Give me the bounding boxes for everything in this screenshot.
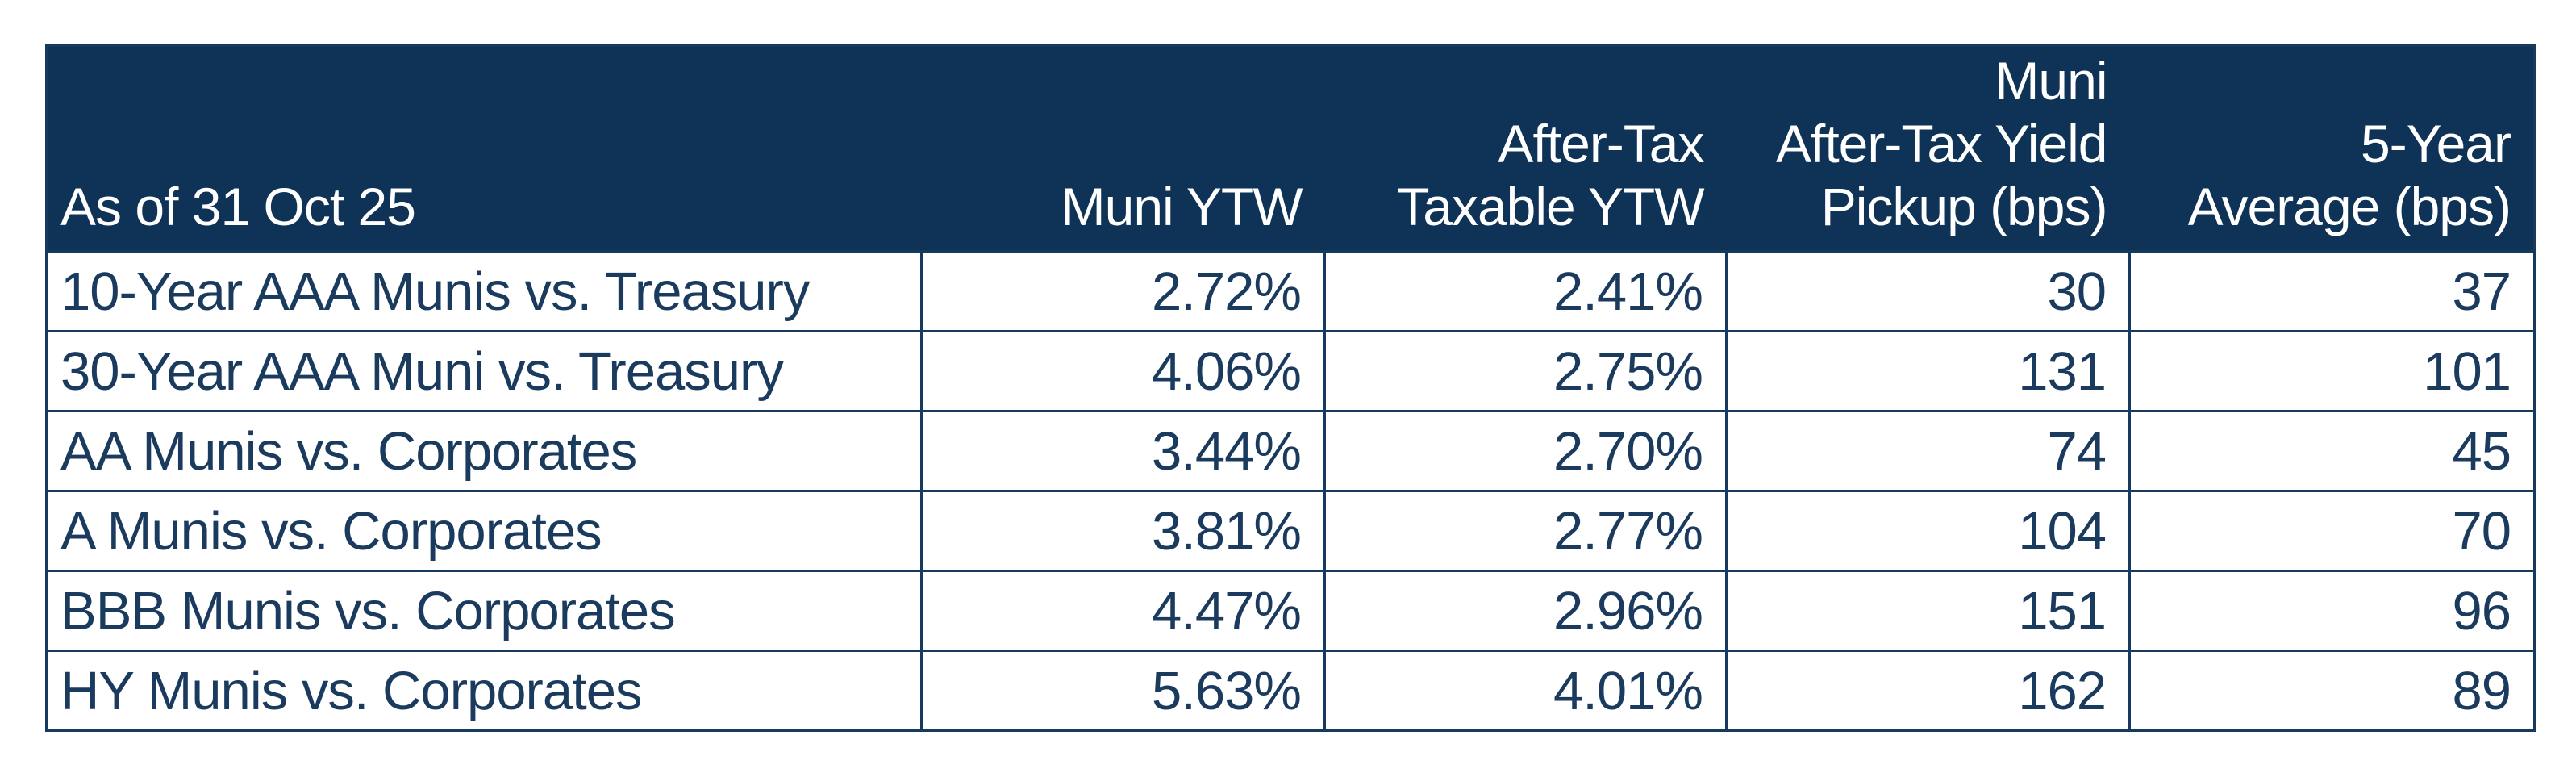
- muni-ytw-value: 3.81%: [920, 490, 1326, 572]
- after-tax-taxable-ytw-value: 2.41%: [1323, 250, 1728, 332]
- after-tax-taxable-ytw-value: 2.70%: [1323, 410, 1728, 492]
- muni-ytw-value: 5.63%: [920, 650, 1326, 732]
- five-year-average-value: 96: [2128, 570, 2536, 652]
- column-header-after-tax-taxable-ytw: After-Tax Taxable YTW: [1324, 45, 1727, 252]
- table-row: 30-Year AAA Muni vs. Treasury 4.06% 2.75…: [45, 330, 2536, 412]
- after-tax-taxable-ytw-value: 2.75%: [1323, 330, 1728, 412]
- row-label: A Munis vs. Corporates: [45, 490, 923, 572]
- header-row: As of 31 Oct 25 Muni YTW After-Tax Taxab…: [46, 45, 2535, 252]
- row-label: HY Munis vs. Corporates: [45, 650, 923, 732]
- pickup-bps-value: 30: [1725, 250, 2131, 332]
- five-year-average-value: 37: [2128, 250, 2536, 332]
- pickup-bps-value: 162: [1725, 650, 2131, 732]
- table-row: A Munis vs. Corporates 3.81% 2.77% 104 7…: [45, 490, 2536, 572]
- column-header-five-year-average: 5-Year Average (bps): [2129, 45, 2535, 252]
- five-year-average-value: 70: [2128, 490, 2536, 572]
- pickup-bps-value: 131: [1725, 330, 2131, 412]
- five-year-average-value: 89: [2128, 650, 2536, 732]
- five-year-average-value: 45: [2128, 410, 2536, 492]
- pickup-bps-value: 74: [1725, 410, 2131, 492]
- table-row: 10-Year AAA Munis vs. Treasury 2.72% 2.4…: [45, 250, 2536, 332]
- table-row: AA Munis vs. Corporates 3.44% 2.70% 74 4…: [45, 410, 2536, 492]
- muni-yield-table: As of 31 Oct 25 Muni YTW After-Tax Taxab…: [45, 44, 2536, 732]
- row-label: 30-Year AAA Muni vs. Treasury: [45, 330, 923, 412]
- row-label: AA Munis vs. Corporates: [45, 410, 923, 492]
- column-header-muni-after-tax-yield-pickup: Muni After-Tax Yield Pickup (bps): [1726, 45, 2130, 252]
- five-year-average-value: 101: [2128, 330, 2536, 412]
- muni-ytw-value: 2.72%: [920, 250, 1326, 332]
- after-tax-taxable-ytw-value: 2.96%: [1323, 570, 1728, 652]
- column-header-muni-ytw: Muni YTW: [921, 45, 1325, 252]
- muni-ytw-value: 4.06%: [920, 330, 1326, 412]
- muni-ytw-value: 3.44%: [920, 410, 1326, 492]
- pickup-bps-value: 151: [1725, 570, 2131, 652]
- row-label: BBB Munis vs. Corporates: [45, 570, 923, 652]
- table-row: BBB Munis vs. Corporates 4.47% 2.96% 151…: [45, 570, 2536, 652]
- muni-ytw-value: 4.47%: [920, 570, 1326, 652]
- pickup-bps-value: 104: [1725, 490, 2131, 572]
- column-header-as-of-date: As of 31 Oct 25: [46, 45, 922, 252]
- after-tax-taxable-ytw-value: 2.77%: [1323, 490, 1728, 572]
- table-row: HY Munis vs. Corporates 5.63% 4.01% 162 …: [45, 650, 2536, 732]
- after-tax-taxable-ytw-value: 4.01%: [1323, 650, 1728, 732]
- table-body: 10-Year AAA Munis vs. Treasury 2.72% 2.4…: [45, 250, 2536, 732]
- row-label: 10-Year AAA Munis vs. Treasury: [45, 250, 923, 332]
- table-header: As of 31 Oct 25 Muni YTW After-Tax Taxab…: [46, 45, 2535, 252]
